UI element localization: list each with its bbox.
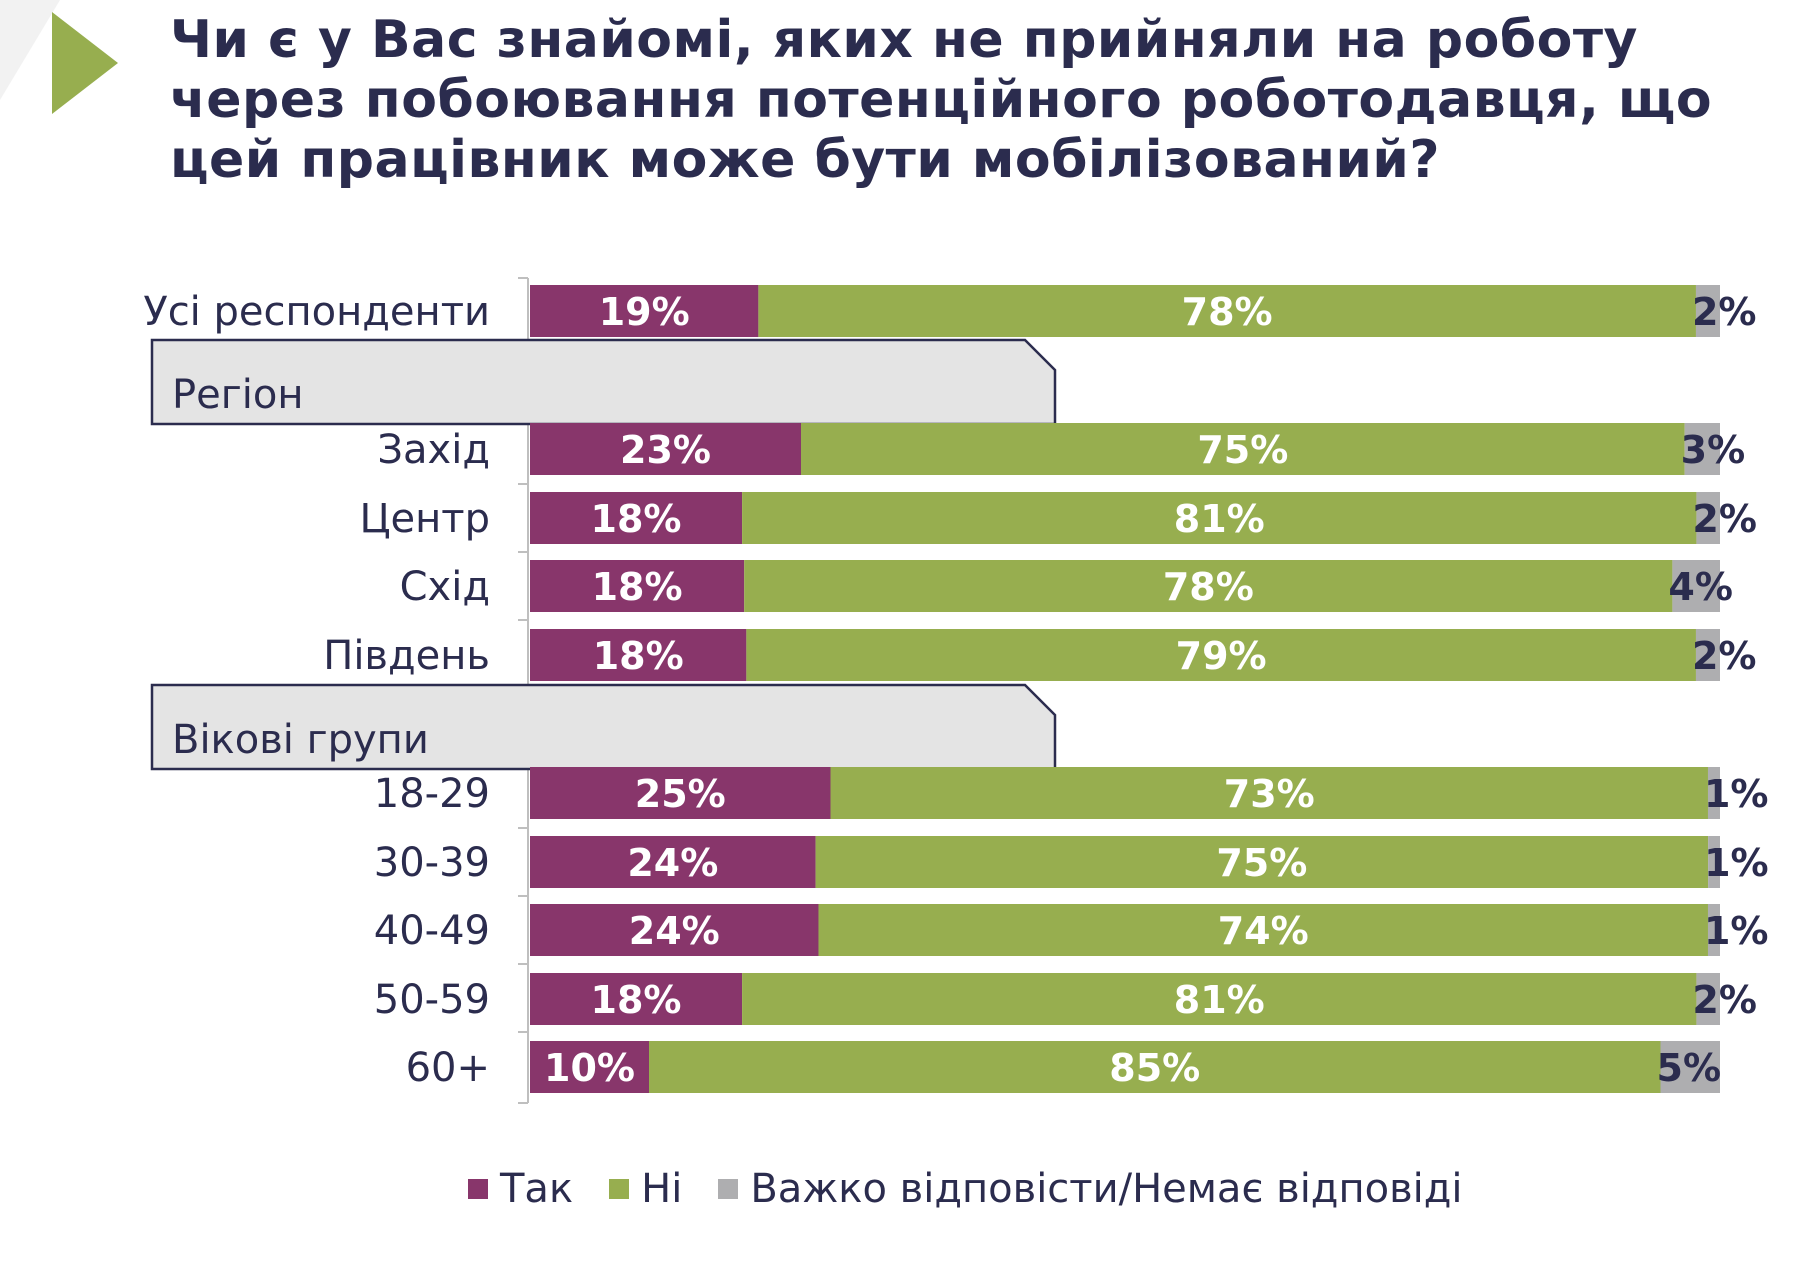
bar-segment-no	[742, 492, 1697, 544]
bar-segment-no	[830, 767, 1708, 819]
bar-segment-yes	[530, 767, 831, 819]
legend-label: Так	[500, 1166, 574, 1212]
bar-segment-yes	[530, 904, 819, 956]
data-label-yes: 19%	[599, 290, 690, 334]
category-label: Захід	[377, 427, 490, 473]
bar-segment-yes	[530, 973, 743, 1025]
bar-segment-yes	[530, 560, 745, 612]
data-label-no: 85%	[1109, 1046, 1200, 1090]
bar-segment-yes	[530, 492, 743, 544]
bar-segment-unsure	[1696, 492, 1720, 544]
data-label-unsure: 2%	[1692, 634, 1757, 678]
legend-item: Ні	[609, 1166, 682, 1212]
data-label-unsure: 5%	[1657, 1046, 1722, 1090]
data-label-yes: 18%	[592, 565, 683, 609]
bar-segment-unsure	[1672, 560, 1720, 612]
category-label: 60+	[406, 1045, 490, 1091]
bar-segment-no	[649, 1041, 1661, 1093]
category-label: Центр	[359, 496, 490, 542]
bar-segment-unsure	[1707, 904, 1720, 956]
category-label: Усі респонденти	[143, 289, 490, 335]
bar-segment-unsure	[1707, 767, 1720, 819]
data-label-unsure: 1%	[1704, 841, 1769, 885]
category-label: 18-29	[374, 771, 490, 817]
bar-segment-yes	[530, 1041, 649, 1093]
category-label: Схід	[400, 564, 490, 610]
data-label-unsure: 2%	[1692, 978, 1757, 1022]
data-label-no: 78%	[1182, 290, 1273, 334]
data-label-yes: 24%	[629, 909, 720, 953]
title-arrow-icon	[52, 12, 118, 114]
legend-swatch	[468, 1179, 488, 1199]
data-label-no: 75%	[1197, 428, 1288, 472]
chart-legend: Так Ні Важко відповісти/Немає відповіді	[468, 1166, 1463, 1212]
bar-segment-unsure	[1684, 423, 1720, 475]
category-label: Південь	[323, 633, 490, 679]
bar-segment-yes	[530, 285, 759, 337]
data-label-no: 81%	[1174, 497, 1265, 541]
bar-segment-no	[742, 973, 1697, 1025]
data-label-no: 74%	[1218, 909, 1309, 953]
data-label-no: 73%	[1224, 772, 1315, 816]
data-label-no: 78%	[1163, 565, 1254, 609]
bar-segment-no	[744, 560, 1673, 612]
legend-label: Ні	[641, 1166, 683, 1212]
bar-segment-yes	[530, 836, 816, 888]
legend-label: Важко відповісти/Немає відповіді	[750, 1166, 1463, 1212]
category-label: 50-59	[374, 977, 490, 1023]
data-label-unsure: 1%	[1704, 909, 1769, 953]
legend-swatch	[609, 1179, 630, 1199]
bar-segment-no	[758, 285, 1696, 337]
data-label-unsure: 4%	[1668, 565, 1733, 609]
section-header-label: Вікові групи	[172, 717, 429, 763]
category-label: 40-49	[374, 908, 490, 954]
legend-item: Важко відповісти/Немає відповіді	[718, 1166, 1463, 1212]
category-label: 30-39	[374, 840, 490, 886]
bar-segment-unsure	[1696, 973, 1720, 1025]
bar-segment-yes	[530, 629, 747, 681]
legend-item: Так	[468, 1166, 573, 1212]
bar-segment-unsure	[1695, 285, 1720, 337]
data-label-yes: 18%	[593, 634, 684, 678]
data-label-no: 75%	[1216, 841, 1307, 885]
data-label-no: 81%	[1174, 978, 1265, 1022]
bar-segment-no	[746, 629, 1696, 681]
section-header-box	[150, 338, 1057, 426]
bar-segment-no	[818, 904, 1708, 956]
bar-segment-yes	[530, 423, 801, 475]
data-label-yes: 18%	[591, 497, 682, 541]
data-label-unsure: 1%	[1704, 772, 1769, 816]
data-label-yes: 23%	[620, 428, 711, 472]
section-header-label: Регіон	[172, 372, 303, 418]
data-label-yes: 18%	[591, 978, 682, 1022]
data-label-yes: 10%	[544, 1046, 635, 1090]
background-corner-shape	[0, 0, 60, 100]
legend-swatch	[718, 1179, 739, 1199]
bar-segment-no	[800, 423, 1685, 475]
data-label-yes: 24%	[627, 841, 718, 885]
data-label-unsure: 2%	[1692, 497, 1757, 541]
data-label-no: 79%	[1176, 634, 1267, 678]
bar-segment-no	[815, 836, 1709, 888]
data-label-unsure: 3%	[1681, 428, 1746, 472]
data-label-unsure: 2%	[1692, 290, 1757, 334]
bar-segment-unsure	[1708, 836, 1720, 888]
chart-title: Чи є у Вас знайомі, яких не прийняли на …	[170, 10, 1713, 190]
bar-segment-unsure	[1695, 629, 1720, 681]
data-label-yes: 25%	[635, 772, 726, 816]
section-header-box	[150, 683, 1057, 771]
bar-segment-unsure	[1660, 1041, 1720, 1093]
